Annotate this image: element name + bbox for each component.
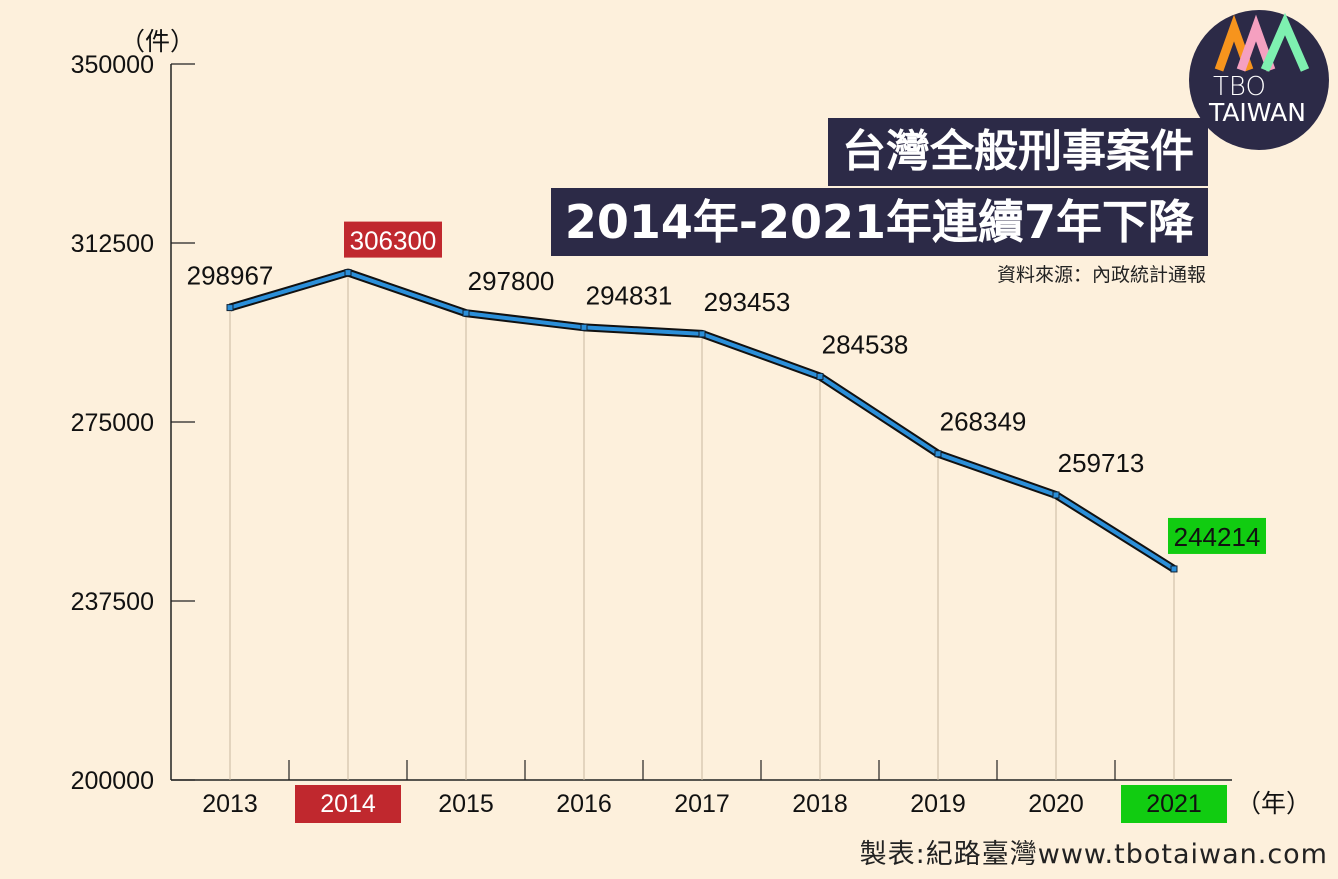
logo-text-2: TAIWAN (1209, 98, 1306, 127)
chart-subtitle: 2014年-2021年連續7年下降 (550, 188, 1208, 256)
data-point (462, 309, 470, 317)
data-point (816, 372, 824, 380)
data-label: 306300 (350, 226, 437, 256)
data-point (698, 330, 706, 338)
data-label: 297800 (468, 266, 555, 296)
data-label: 259713 (1058, 448, 1145, 478)
data-point (580, 323, 588, 331)
x-axis-unit: （年） (1236, 790, 1311, 818)
data-label: 244214 (1174, 522, 1261, 552)
data-label: 298967 (187, 261, 274, 291)
chart-title: 台灣全般刑事案件 (828, 118, 1208, 186)
data-point (1170, 565, 1178, 573)
data-label: 294831 (586, 280, 673, 310)
data-point (226, 304, 234, 312)
y-tick-label: 350000 (71, 51, 154, 79)
y-tick-label: 200000 (71, 767, 154, 795)
x-tick-label: 2013 (202, 790, 258, 818)
tbo-taiwan-logo: TBO TAIWAN (1189, 10, 1329, 150)
x-tick-label: 2014 (320, 790, 376, 818)
data-label: 284538 (822, 329, 909, 359)
data-label-highlight (344, 221, 442, 258)
y-axis-unit: （件） (120, 28, 195, 56)
x-tick-label: 2016 (556, 790, 612, 818)
logo-text-1: TBO (1213, 72, 1266, 102)
x-tick-label: 2021 (1146, 790, 1202, 818)
y-tick-label: 312500 (71, 230, 154, 258)
source-note: 資料來源：內政統計通報 (996, 264, 1206, 286)
data-label: 268349 (940, 407, 1027, 437)
x-tick-label: 2015 (438, 790, 494, 818)
x-label-highlight (1121, 785, 1227, 823)
x-tick-label: 2019 (910, 790, 966, 818)
data-label: 293453 (704, 287, 791, 317)
y-tick-label: 275000 (71, 409, 154, 437)
x-tick-label: 2017 (674, 790, 730, 818)
x-tick-label: 2020 (1028, 790, 1084, 818)
data-point (344, 269, 352, 277)
x-label-highlight (295, 785, 401, 823)
data-point (934, 450, 942, 458)
data-point (1052, 491, 1060, 499)
y-tick-label: 237500 (71, 588, 154, 616)
x-tick-label: 2018 (792, 790, 848, 818)
credit: 製表:紀路臺灣www.tbotaiwan.com (859, 839, 1328, 870)
data-label-highlight (1168, 517, 1266, 554)
